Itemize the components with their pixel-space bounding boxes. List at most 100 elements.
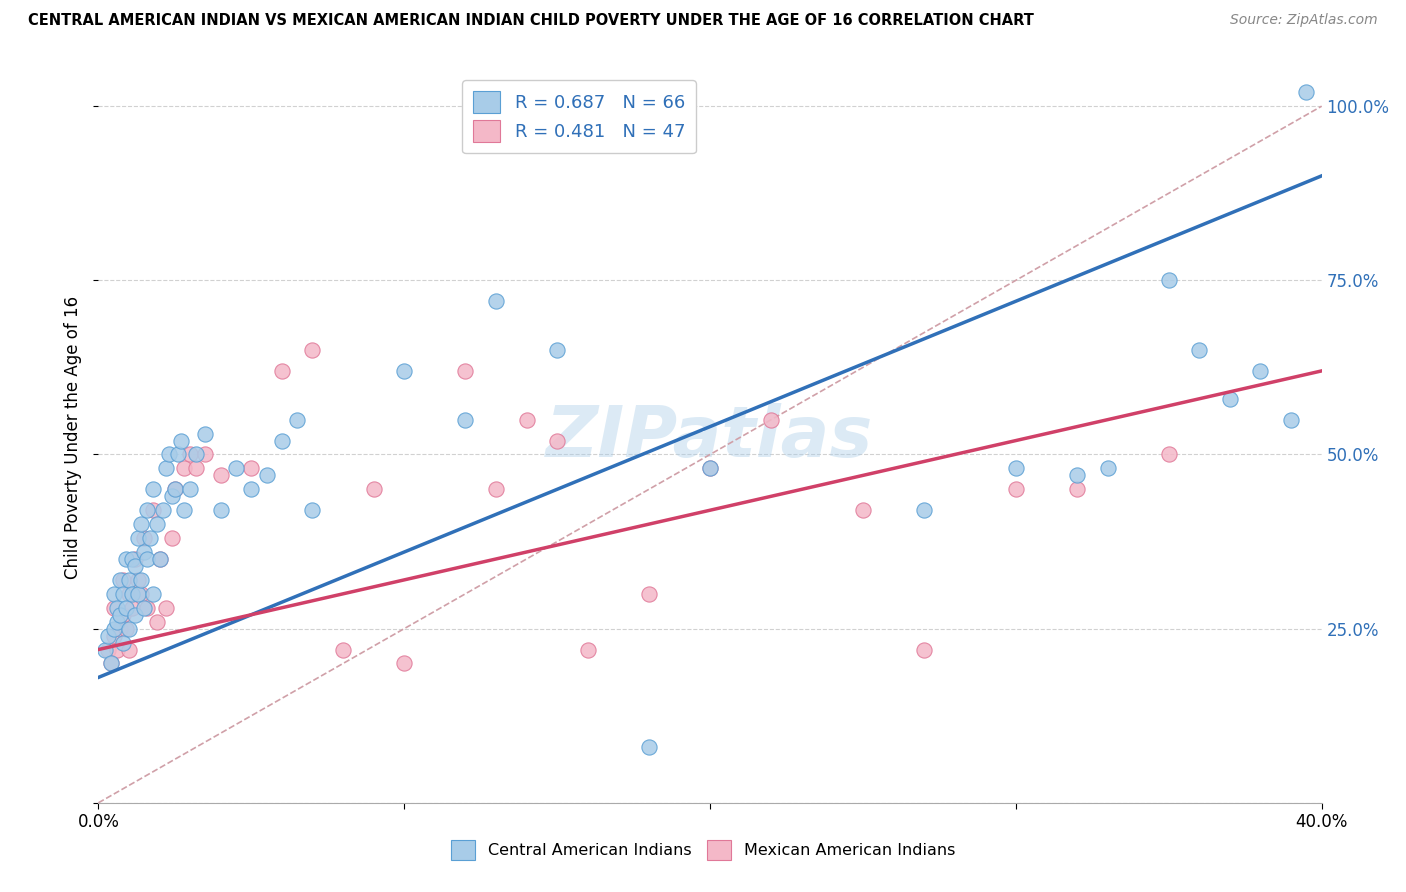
Point xyxy=(637,740,661,755)
Point xyxy=(209,468,232,483)
Point xyxy=(108,622,131,636)
Point xyxy=(1279,412,1302,426)
Point xyxy=(256,468,278,483)
Point xyxy=(1219,392,1241,406)
Point xyxy=(134,600,156,615)
Point xyxy=(129,587,152,601)
Point xyxy=(546,434,568,448)
Point xyxy=(121,552,143,566)
Point xyxy=(103,629,125,643)
Point xyxy=(1295,85,1317,99)
Point xyxy=(1157,273,1180,287)
Point xyxy=(118,587,141,601)
Point xyxy=(179,483,201,497)
Point xyxy=(454,412,477,426)
Point xyxy=(134,531,156,545)
Point xyxy=(100,657,122,671)
Point xyxy=(699,461,721,475)
Point xyxy=(546,343,568,357)
Point xyxy=(121,587,143,601)
Point xyxy=(111,573,134,587)
Point xyxy=(124,552,146,566)
Point xyxy=(170,434,193,448)
Point xyxy=(124,607,146,622)
Point xyxy=(160,531,183,545)
Point xyxy=(105,615,128,629)
Point xyxy=(301,343,323,357)
Point xyxy=(516,412,538,426)
Point xyxy=(142,503,165,517)
Y-axis label: Child Poverty Under the Age of 16: Child Poverty Under the Age of 16 xyxy=(65,295,83,579)
Point xyxy=(1066,468,1088,483)
Point xyxy=(759,412,782,426)
Point xyxy=(1066,483,1088,497)
Point xyxy=(301,503,323,517)
Point xyxy=(111,635,134,649)
Point xyxy=(699,461,721,475)
Point xyxy=(1188,343,1211,357)
Point xyxy=(454,364,477,378)
Point xyxy=(111,607,134,622)
Point xyxy=(186,448,208,462)
Point xyxy=(103,600,125,615)
Point xyxy=(108,607,131,622)
Point xyxy=(160,489,183,503)
Point xyxy=(139,531,162,545)
Point xyxy=(1097,461,1119,475)
Point xyxy=(136,600,159,615)
Point xyxy=(149,552,172,566)
Point xyxy=(270,434,292,448)
Point xyxy=(93,642,115,657)
Point xyxy=(118,622,141,636)
Point xyxy=(485,294,508,309)
Point xyxy=(1004,483,1026,497)
Point xyxy=(179,448,201,462)
Point xyxy=(142,483,165,497)
Point xyxy=(155,600,177,615)
Point xyxy=(152,503,174,517)
Text: CENTRAL AMERICAN INDIAN VS MEXICAN AMERICAN INDIAN CHILD POVERTY UNDER THE AGE O: CENTRAL AMERICAN INDIAN VS MEXICAN AMERI… xyxy=(28,13,1033,29)
Point xyxy=(129,517,152,532)
Point xyxy=(392,657,416,671)
Point xyxy=(163,483,186,497)
Point xyxy=(576,642,599,657)
Point xyxy=(332,642,354,657)
Point xyxy=(136,552,159,566)
Legend: Central American Indians, Mexican American Indians: Central American Indians, Mexican Americ… xyxy=(444,834,962,866)
Text: Source: ZipAtlas.com: Source: ZipAtlas.com xyxy=(1230,13,1378,28)
Point xyxy=(1157,448,1180,462)
Point xyxy=(157,448,180,462)
Point xyxy=(194,426,217,441)
Point xyxy=(1249,364,1271,378)
Point xyxy=(127,531,149,545)
Point xyxy=(363,483,385,497)
Point xyxy=(105,600,128,615)
Point xyxy=(637,587,661,601)
Point xyxy=(194,448,217,462)
Point xyxy=(105,642,128,657)
Point xyxy=(173,503,195,517)
Point xyxy=(115,552,138,566)
Point xyxy=(103,587,125,601)
Point xyxy=(145,517,167,532)
Point xyxy=(108,573,131,587)
Legend: R = 0.687   N = 66, R = 0.481   N = 47: R = 0.687 N = 66, R = 0.481 N = 47 xyxy=(463,80,696,153)
Point xyxy=(97,629,120,643)
Point xyxy=(912,503,935,517)
Point xyxy=(173,461,195,475)
Point xyxy=(127,573,149,587)
Point xyxy=(852,503,875,517)
Point xyxy=(127,587,149,601)
Point xyxy=(118,573,141,587)
Text: ZIPatlas: ZIPatlas xyxy=(547,402,873,472)
Point xyxy=(1004,461,1026,475)
Point xyxy=(167,448,190,462)
Point xyxy=(129,573,152,587)
Point xyxy=(115,622,138,636)
Point xyxy=(115,600,138,615)
Point xyxy=(124,558,146,573)
Point xyxy=(103,622,125,636)
Point xyxy=(912,642,935,657)
Point xyxy=(209,503,232,517)
Point xyxy=(118,642,141,657)
